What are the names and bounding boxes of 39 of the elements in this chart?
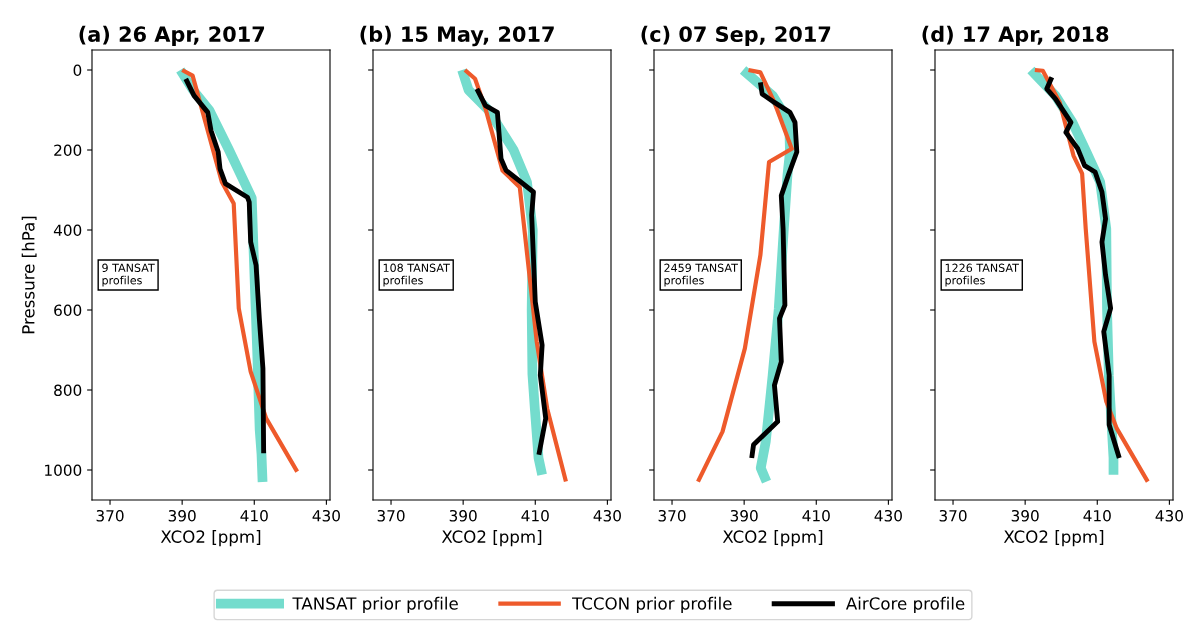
x-tick-label: 410 <box>521 509 549 522</box>
chart-title: (c) 07 Sep, 2017 <box>641 25 831 46</box>
annotation: 2459 TANSAT profiles <box>664 263 738 287</box>
x-axis-title: XCO2 [ppm] <box>1003 530 1104 547</box>
y-tick-label: 200 <box>54 144 82 157</box>
annotation: 1226 TANSAT profiles <box>945 263 1019 287</box>
y-tick-label: 800 <box>54 384 82 397</box>
legend-label: TCCON prior profile <box>572 596 732 613</box>
legend-label: TANSAT prior profile <box>292 596 458 613</box>
y-tick-label: 0 <box>73 64 82 77</box>
y-tick-label: 600 <box>54 304 82 317</box>
x-tick-label: 410 <box>240 509 268 522</box>
x-tick-label: 390 <box>730 509 758 522</box>
chart-title: (b) 15 May, 2017 <box>360 25 554 47</box>
x-tick-label: 370 <box>939 509 967 522</box>
line-series <box>183 76 267 456</box>
x-tick-label: 430 <box>312 509 340 522</box>
chart-title: (a) 26 Apr, 2017 <box>79 25 265 46</box>
x-tick-label: 430 <box>593 509 621 522</box>
y-tick-label: 400 <box>53 224 82 237</box>
x-tick-label: 370 <box>377 509 405 522</box>
x-tick-label: 410 <box>1083 509 1111 522</box>
x-axis-title: XCO2 [ppm] <box>160 530 261 547</box>
chart-title: (d) 17 Apr, 2018 <box>922 25 1109 46</box>
x-tick-label: 390 <box>1011 509 1039 522</box>
legend-label: AirCore profile <box>845 596 965 613</box>
x-tick-label: 390 <box>449 509 477 522</box>
x-axis-title: XCO2 [ppm] <box>722 530 823 547</box>
x-tick-label: 430 <box>874 509 902 522</box>
x-tick-label: 410 <box>802 509 830 522</box>
x-tick-label: 430 <box>1155 509 1183 522</box>
y-axis-title: Pressure [hPa] <box>21 216 37 334</box>
annotation: 108 TANSAT profiles <box>383 263 450 287</box>
x-tick-label: 390 <box>168 509 196 522</box>
annotation: 9 TANSAT profiles <box>102 263 155 287</box>
x-tick-label: 370 <box>658 509 686 522</box>
x-tick-label: 370 <box>96 509 124 522</box>
x-axis-title: XCO2 [ppm] <box>441 530 542 547</box>
y-tick-label: 1000 <box>45 464 82 477</box>
